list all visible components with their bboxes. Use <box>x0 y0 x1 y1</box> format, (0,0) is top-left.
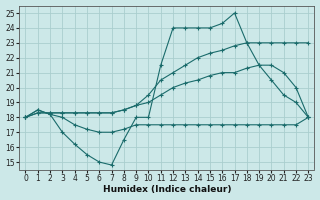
X-axis label: Humidex (Indice chaleur): Humidex (Indice chaleur) <box>103 185 231 194</box>
